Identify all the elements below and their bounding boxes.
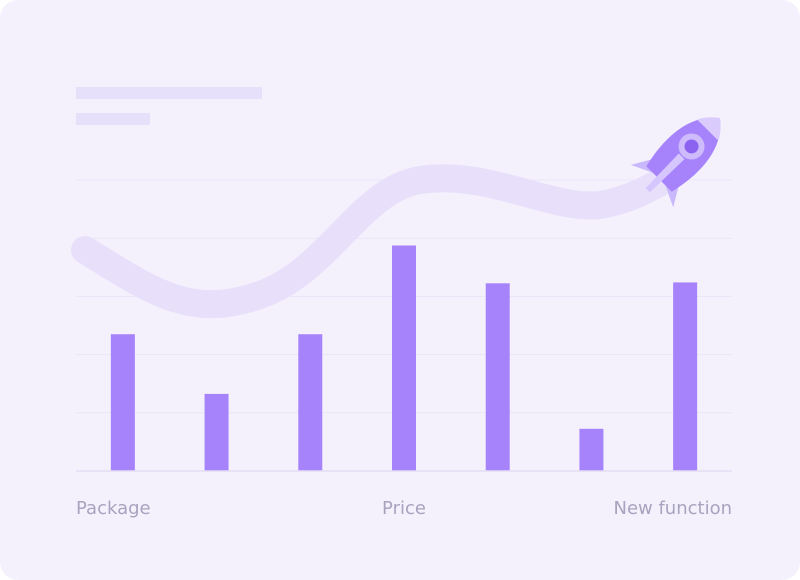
bar [204, 393, 229, 471]
rocket-icon [630, 117, 721, 208]
rocket-nose [697, 117, 721, 141]
category-label: Package [76, 498, 151, 519]
category-label: Price [382, 498, 426, 519]
category-label: New function [613, 498, 732, 519]
rocket-center-fin [645, 153, 685, 193]
bar [392, 245, 416, 471]
bar [110, 334, 135, 471]
bars [110, 245, 698, 471]
wavy-trend-band [71, 151, 699, 319]
category-labels: Package Price New function [76, 498, 732, 519]
bar [485, 283, 510, 471]
bar [579, 428, 604, 471]
bar [673, 282, 698, 471]
bar [298, 334, 323, 471]
rocket-window-inner [684, 139, 699, 154]
subtitle-placeholder-bar [76, 113, 150, 125]
title-placeholder-bar [76, 87, 262, 99]
